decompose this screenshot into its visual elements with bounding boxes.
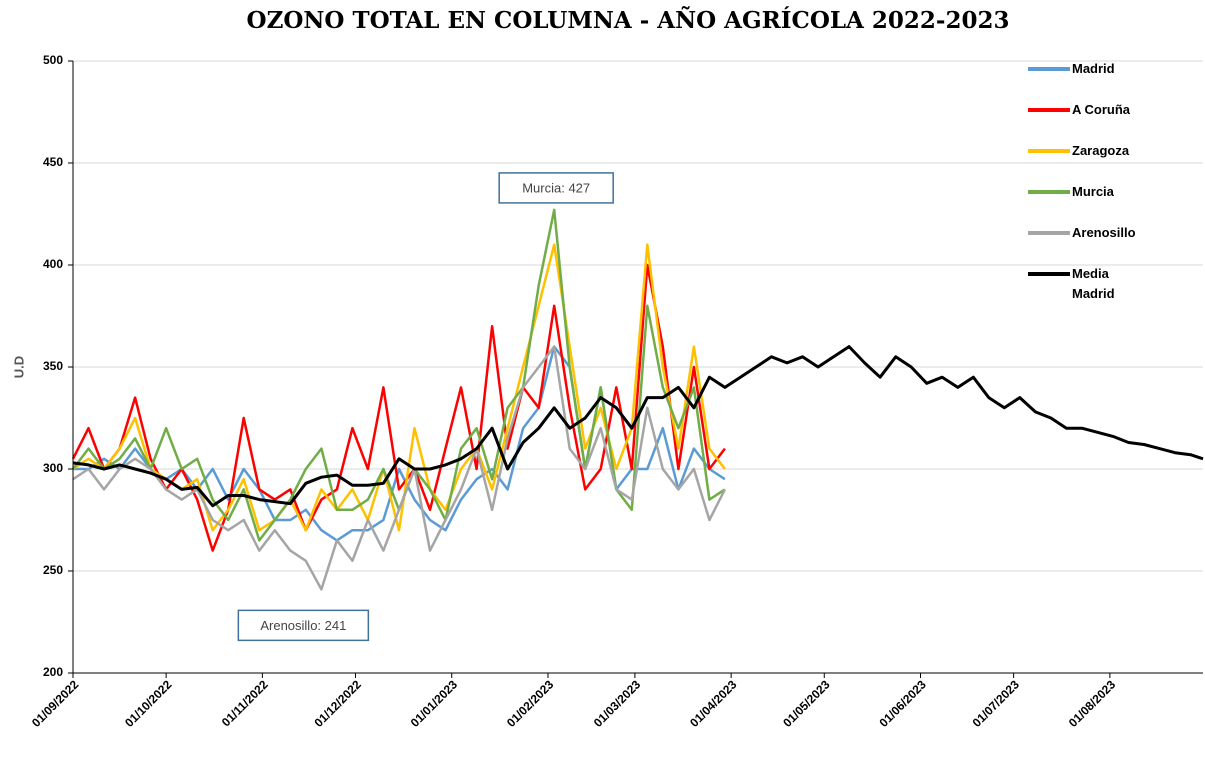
legend-label: Media Madrid [1072, 266, 1115, 301]
legend-item: Murcia [1028, 181, 1198, 222]
legend-swatch [1028, 190, 1070, 194]
legend-label: Madrid [1072, 61, 1115, 76]
legend-label: Murcia [1072, 184, 1114, 199]
y-tick-label: 200 [43, 665, 63, 679]
y-tick-label: 250 [43, 563, 63, 577]
annotation-label: Murcia: 427 [522, 180, 590, 195]
x-tick-label: 01/08/2023 [1066, 677, 1119, 730]
series-line [72, 208, 726, 542]
x-tick-label: 01/09/2022 [29, 677, 82, 730]
x-tick-label: 01/11/2022 [219, 677, 271, 729]
legend-item: Zaragoza [1028, 140, 1198, 181]
annotation-box [498, 172, 614, 204]
chart-title: OZONO TOTAL EN COLUMNA - AÑO AGRÍCOLA 20… [247, 7, 1010, 34]
legend-label: Arenosillo [1072, 225, 1136, 240]
x-tick-label: 01/05/2023 [780, 677, 833, 730]
x-tick-label: 01/07/2023 [970, 677, 1023, 730]
legend-label: Zaragoza [1072, 143, 1130, 158]
legend-swatch [1028, 67, 1070, 71]
y-axis-label: U.D [11, 356, 26, 378]
legend-swatch [1028, 149, 1070, 153]
series-line [72, 345, 727, 591]
y-tick-label: 400 [43, 257, 63, 271]
x-tick-label: 01/01/2023 [408, 677, 461, 730]
x-tick-label: 01/03/2023 [591, 677, 644, 730]
x-tick-label: 01/12/2022 [311, 677, 364, 730]
y-tick-label: 450 [43, 155, 63, 169]
x-tick-label: 01/02/2023 [504, 677, 557, 730]
legend-item: Media Madrid [1028, 263, 1198, 304]
y-tick-label: 300 [43, 461, 63, 475]
legend-label: A Coruña [1072, 102, 1131, 117]
legend-item: Arenosillo [1028, 222, 1198, 263]
annotation-box [237, 609, 370, 642]
legend-swatch [1028, 231, 1070, 235]
legend-swatch [1028, 272, 1070, 276]
legend-swatch [1028, 108, 1070, 112]
legend-item: A Coruña [1028, 99, 1198, 140]
x-tick-label: 01/10/2022 [122, 677, 175, 730]
x-tick-label: 01/04/2023 [687, 677, 740, 730]
y-tick-label: 500 [43, 53, 63, 67]
lines [71, 208, 1204, 591]
x-tick-label: 01/06/2023 [876, 677, 929, 730]
annotation-label: Arenosillo: 241 [260, 618, 346, 633]
legend: Madrid A Coruña Zaragoza Murcia Arenosillo Me… [1028, 58, 1198, 304]
legend-item: Madrid [1028, 58, 1198, 99]
y-tick-label: 350 [43, 359, 63, 373]
series-line [72, 345, 1204, 508]
